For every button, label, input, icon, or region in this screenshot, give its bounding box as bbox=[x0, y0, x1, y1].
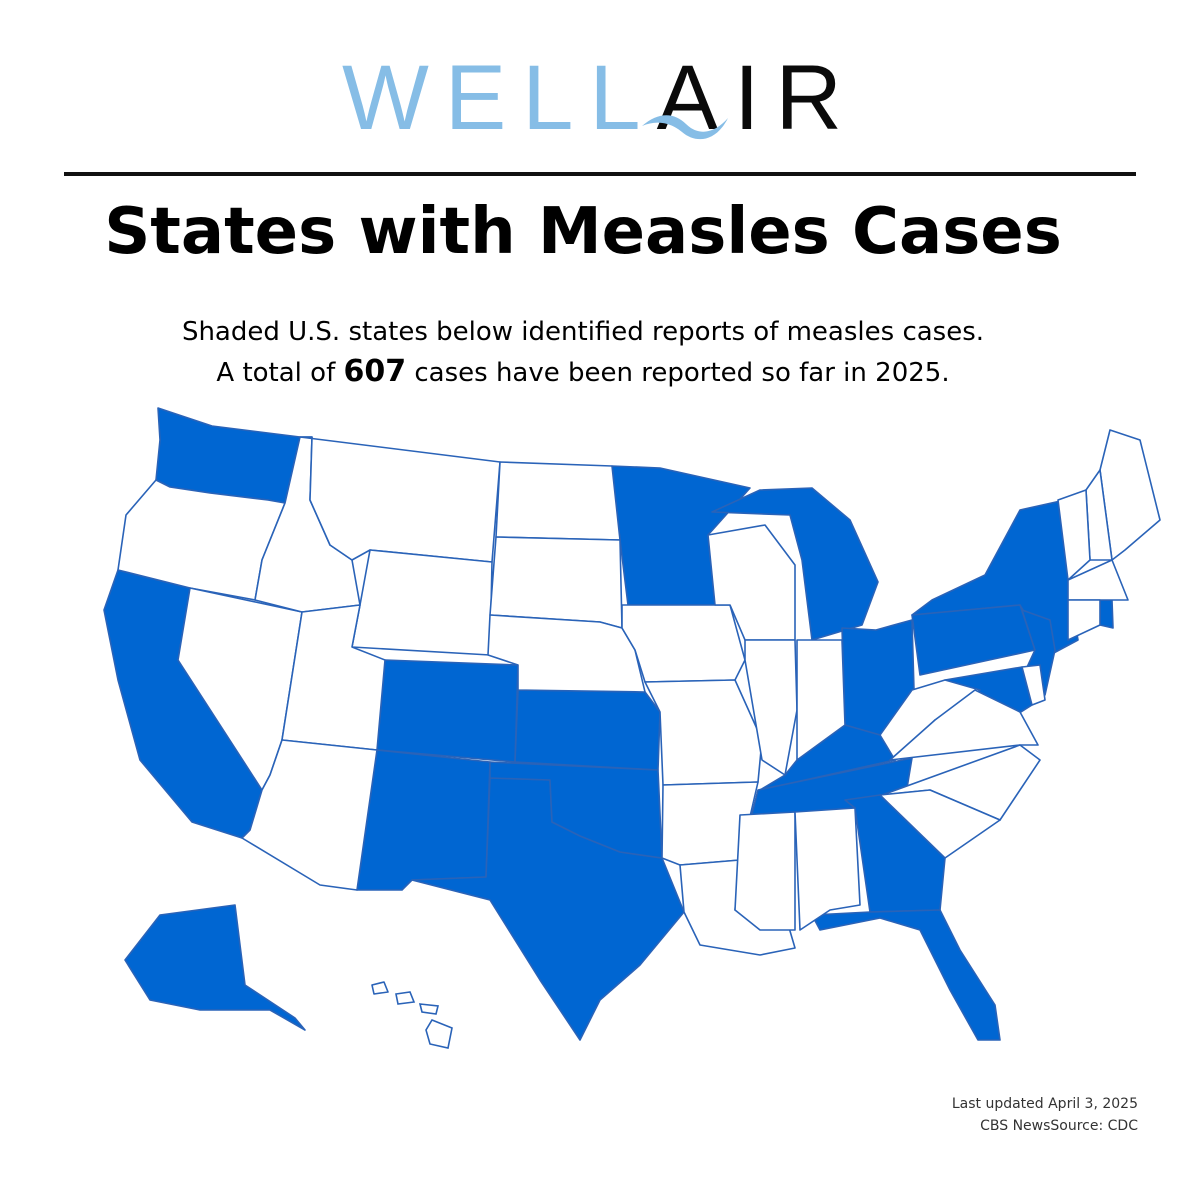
state-al bbox=[794, 807, 861, 931]
subtitle-line-2: A total of 607 cases have been reported … bbox=[0, 352, 1166, 393]
state-mo bbox=[644, 679, 763, 786]
total-cases-value: 607 bbox=[343, 354, 407, 389]
state-hi bbox=[371, 981, 389, 995]
state-sc bbox=[879, 789, 1001, 859]
subtitle-prefix: A total of bbox=[216, 358, 336, 388]
state-az bbox=[241, 739, 378, 891]
state-mi bbox=[711, 487, 879, 641]
state-ri bbox=[1099, 599, 1114, 629]
state-fl bbox=[811, 909, 1001, 1041]
state-hi-island-3 bbox=[418, 1003, 439, 1015]
state-co bbox=[376, 659, 519, 763]
header-divider bbox=[64, 172, 1136, 176]
brand-logo: WELLAIR bbox=[0, 52, 1200, 144]
state-nm bbox=[356, 749, 491, 891]
state-hi-island-2 bbox=[395, 991, 416, 1005]
state-wy bbox=[351, 549, 493, 656]
state-sd bbox=[489, 536, 623, 629]
state-vt bbox=[1057, 489, 1091, 581]
state-ms bbox=[734, 811, 796, 931]
page-title: States with Measles Cases bbox=[104, 195, 1062, 269]
logo-text-well: WELL bbox=[342, 47, 657, 149]
state-pa bbox=[911, 604, 1036, 676]
state-mt bbox=[299, 436, 501, 563]
state-ks bbox=[514, 689, 661, 771]
state-ak bbox=[124, 904, 306, 1031]
logo-wave-icon bbox=[642, 115, 728, 140]
subtitle-suffix: cases have been reported so far in 2025. bbox=[414, 358, 950, 388]
state-ct bbox=[1067, 599, 1101, 641]
state-in bbox=[796, 639, 846, 761]
last-updated: Last updated April 3, 2025 bbox=[951, 1096, 1138, 1112]
data-source: CBS NewsSource: CDC bbox=[980, 1118, 1138, 1134]
state-hi-island-4 bbox=[425, 1019, 453, 1049]
state-ok bbox=[489, 761, 663, 859]
subtitle-line-1: Shaded U.S. states below identified repo… bbox=[181, 317, 985, 347]
state-de bbox=[1021, 664, 1046, 706]
state-il bbox=[744, 639, 798, 776]
state-ne bbox=[487, 614, 646, 693]
state-nd bbox=[495, 461, 621, 541]
credits: Last updated April 3, 2025 CBS NewsSourc… bbox=[952, 1093, 1138, 1137]
state-ma bbox=[1067, 559, 1129, 601]
subtitle: Shaded U.S. states below identified repo… bbox=[0, 312, 1166, 393]
